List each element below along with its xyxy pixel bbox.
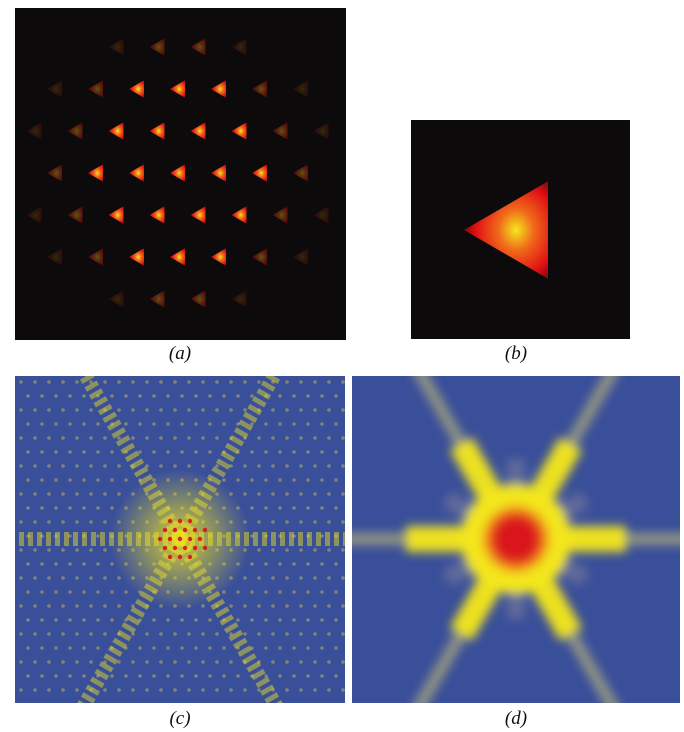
- triangle-aperture: [88, 80, 103, 98]
- panel-c-image: [15, 376, 345, 703]
- triangle-aperture: [67, 122, 83, 140]
- triangle-aperture: [313, 206, 329, 224]
- caption-c: (c): [169, 708, 191, 729]
- triangle-aperture: [211, 80, 226, 98]
- triangle-aperture: [108, 38, 124, 56]
- triangle-aperture: [149, 122, 165, 140]
- triangle-aperture: [88, 248, 103, 266]
- triangle-aperture: [190, 38, 206, 56]
- triangle-aperture: [211, 248, 226, 266]
- triangle-aperture: [231, 290, 247, 308]
- triangle-aperture: [252, 248, 267, 266]
- triangle-aperture: [170, 248, 185, 266]
- triangle-aperture: [149, 206, 165, 224]
- triangle-aperture: [252, 164, 267, 182]
- caption-a: (a): [168, 343, 192, 364]
- array-diffraction-pattern: [15, 376, 345, 703]
- triangle-aperture: [67, 206, 83, 224]
- triangle-aperture: [47, 164, 62, 182]
- triangle-aperture: [313, 122, 329, 140]
- triangle-aperture: [293, 164, 308, 182]
- caption-b: (b): [504, 343, 528, 364]
- caption-d: (d): [504, 708, 528, 729]
- triangle-aperture: [190, 290, 206, 308]
- triangle-aperture: [293, 248, 308, 266]
- triangle-aperture: [149, 38, 165, 56]
- panel-a-image: [15, 8, 346, 340]
- triangle-array-image: [15, 8, 346, 340]
- triangle-aperture: [47, 80, 62, 98]
- triangle-aperture: [170, 164, 185, 182]
- triangle-aperture: [252, 80, 267, 98]
- triangle-aperture: [26, 206, 42, 224]
- panel-b-image: [411, 120, 630, 339]
- triangle-aperture: [26, 122, 42, 140]
- triangle-diffraction-pattern: [352, 376, 680, 703]
- triangle-aperture: [108, 206, 124, 224]
- triangle-aperture: [170, 80, 185, 98]
- triangle-aperture: [231, 38, 247, 56]
- triangle-aperture: [272, 122, 288, 140]
- triangle-aperture: [108, 290, 124, 308]
- single-triangle-image: [411, 120, 630, 339]
- triangle-aperture: [190, 122, 206, 140]
- triangle-aperture: [190, 206, 206, 224]
- triangle-aperture: [129, 80, 144, 98]
- triangle-aperture: [108, 122, 124, 140]
- triangle-aperture: [231, 122, 247, 140]
- triangle-aperture: [47, 248, 62, 266]
- triangle-aperture: [88, 164, 103, 182]
- triangle-aperture: [231, 206, 247, 224]
- triangle-aperture: [272, 206, 288, 224]
- triangle-aperture: [293, 80, 308, 98]
- triangle-aperture: [211, 164, 226, 182]
- triangle-aperture-large: [464, 181, 548, 279]
- triangle-aperture: [149, 290, 165, 308]
- panel-d-image: [352, 376, 680, 703]
- triangle-aperture: [129, 248, 144, 266]
- triangle-aperture: [129, 164, 144, 182]
